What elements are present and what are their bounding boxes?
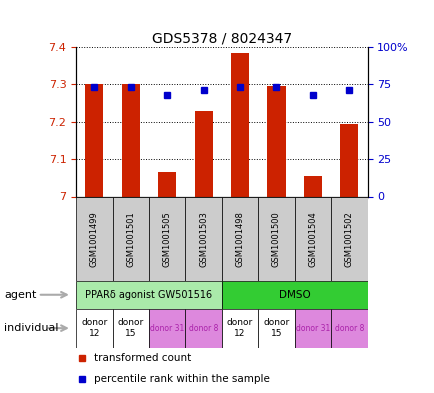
Bar	[76, 281, 221, 309]
Text: GSM1001499: GSM1001499	[90, 211, 99, 266]
Bar	[221, 281, 367, 309]
Bar	[122, 84, 140, 196]
Bar	[258, 196, 294, 281]
Bar	[158, 172, 176, 196]
Bar	[76, 309, 112, 348]
Bar	[339, 124, 358, 196]
Text: DMSO: DMSO	[278, 290, 310, 300]
Text: percentile rank within the sample: percentile rank within the sample	[93, 374, 269, 384]
Bar	[230, 53, 249, 196]
Text: agent: agent	[4, 290, 36, 300]
Bar	[303, 176, 321, 196]
Bar	[194, 110, 212, 196]
Bar	[330, 196, 367, 281]
Text: individual: individual	[4, 323, 59, 333]
Text: PPARδ agonist GW501516: PPARδ agonist GW501516	[85, 290, 212, 300]
Bar	[221, 196, 258, 281]
Bar	[112, 196, 148, 281]
Text: GSM1001501: GSM1001501	[126, 211, 135, 266]
Bar	[85, 84, 103, 196]
Bar	[330, 309, 367, 348]
Text: donor
12: donor 12	[227, 318, 253, 338]
Text: donor 31: donor 31	[295, 324, 329, 332]
Bar	[267, 86, 285, 196]
Text: GSM1001498: GSM1001498	[235, 211, 244, 267]
Text: donor 8: donor 8	[334, 324, 363, 332]
Bar	[185, 309, 221, 348]
Bar	[294, 196, 330, 281]
Text: GSM1001504: GSM1001504	[308, 211, 317, 266]
Text: transformed count: transformed count	[93, 353, 191, 363]
Text: GSM1001505: GSM1001505	[162, 211, 171, 266]
Text: GSM1001503: GSM1001503	[199, 211, 207, 267]
Bar	[112, 309, 148, 348]
Text: donor 8: donor 8	[188, 324, 218, 332]
Text: donor 31: donor 31	[150, 324, 184, 332]
Text: GSM1001502: GSM1001502	[344, 211, 353, 266]
Text: donor
15: donor 15	[117, 318, 144, 338]
Bar	[221, 309, 258, 348]
Text: donor
12: donor 12	[81, 318, 107, 338]
Bar	[294, 309, 330, 348]
Text: GSM1001500: GSM1001500	[271, 211, 280, 266]
Bar	[185, 196, 221, 281]
Bar	[76, 196, 112, 281]
Bar	[148, 196, 185, 281]
Bar	[148, 309, 185, 348]
Title: GDS5378 / 8024347: GDS5378 / 8024347	[151, 32, 291, 46]
Bar	[258, 309, 294, 348]
Text: donor
15: donor 15	[263, 318, 289, 338]
